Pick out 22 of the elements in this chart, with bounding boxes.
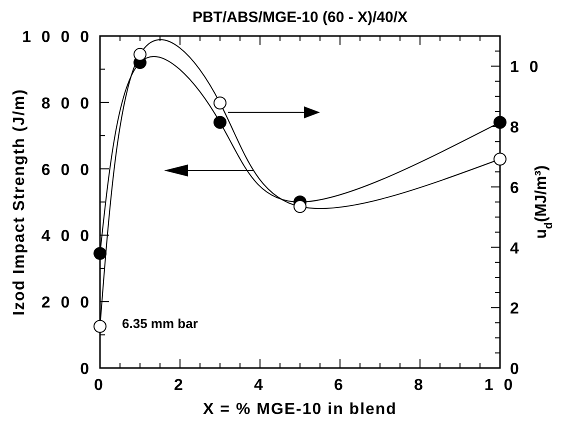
y-tick-label: 0: [80, 361, 92, 378]
y2-tick-label: 2: [510, 300, 522, 318]
y2-tick-label: 6: [510, 180, 522, 197]
x-tick-label: 2: [174, 377, 186, 394]
chart-title: PBT/ABS/MGE-10 (60 - X)/40/X: [192, 9, 408, 26]
x-tick-label: 0: [94, 377, 106, 394]
y2-tick-label: 8: [510, 120, 522, 137]
y-tick-label: 8 0 0: [41, 95, 92, 112]
y-tick-label: 6 0 0: [41, 162, 92, 179]
y-tick-label: 1 0 0 0: [22, 29, 92, 46]
x-axis-title: X = % MGE-10 in blend: [203, 401, 397, 418]
y-tick-label: 2 0 0: [41, 294, 92, 312]
y-tick-label: 4 0 0: [41, 228, 92, 246]
x-tick-label: 1 0: [484, 377, 516, 394]
y2-tick-label: 1 0: [510, 59, 542, 76]
y-axis-title: Izod Impact Strength (J/m): [11, 88, 28, 316]
y2-tick-label: 4: [510, 240, 522, 258]
y2-tick-label: 0: [510, 361, 522, 378]
x-tick-label: 4: [254, 377, 266, 394]
x-tick-label: 6: [334, 377, 346, 394]
x-tick-label: 8: [414, 377, 426, 394]
annotation: 6.35 mm bar: [122, 316, 198, 331]
